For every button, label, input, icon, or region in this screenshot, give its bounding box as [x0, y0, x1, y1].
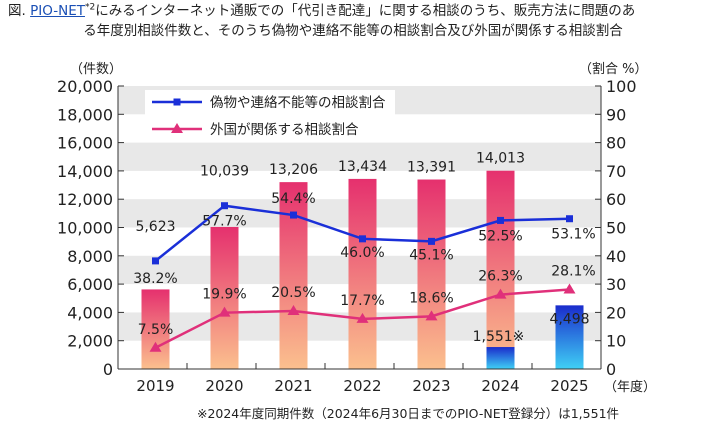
title-footnote-mark: *2: [84, 2, 96, 13]
x-tick-label: 2020: [205, 377, 243, 395]
left-tick-label: 8,000: [67, 247, 113, 266]
series-label: 17.7%: [340, 293, 384, 309]
series-label: 46.0%: [340, 245, 384, 261]
right-tick-label: 70: [606, 162, 626, 181]
right-tick-label: 60: [606, 190, 626, 209]
bar-2019: [141, 289, 170, 369]
series-marker: [287, 304, 300, 315]
pio-net-link[interactable]: PIO-NET: [30, 3, 85, 19]
left-tick-label: 14,000: [57, 162, 113, 181]
series-label: 28.1%: [551, 263, 595, 279]
series-marker: [563, 283, 576, 294]
right-tick-label: 40: [606, 247, 626, 266]
bar-label: 5,623: [135, 219, 175, 235]
right-tick-label: 20: [606, 303, 626, 322]
series-label: 20.5%: [271, 285, 315, 301]
right-axis-label: （割合 %）: [579, 61, 648, 77]
figure-title: 図. PIO-NET*2にみるインターネット通販での「代引き配達」に関する相談の…: [8, 1, 698, 41]
right-tick-label: 90: [606, 105, 626, 124]
left-tick-label: 10,000: [57, 219, 113, 238]
series-marker: [356, 312, 369, 323]
title-line1: にみるインターネット通販での「代引き配達」に関する相談のうち、販売方法に問題のあ: [95, 3, 636, 19]
legend-label: 外国が関係する相談割合: [210, 121, 359, 138]
series-marker: [497, 216, 504, 224]
x-tick-label: 2021: [274, 377, 312, 395]
x-tick-label: 2022: [343, 377, 381, 395]
series-label: 52.5%: [478, 228, 522, 244]
grid-band: [118, 142, 601, 171]
x-tick-label: 2025: [550, 377, 588, 395]
series-marker: [428, 237, 435, 245]
x-tick-label: 2024: [481, 377, 519, 395]
right-tick-label: 50: [606, 219, 626, 238]
bar-label: 10,039: [200, 164, 249, 180]
right-tick-label: 80: [606, 134, 626, 153]
series-marker: [149, 341, 162, 352]
series-label: 19.9%: [202, 287, 246, 303]
bar-label: 13,391: [407, 160, 456, 176]
left-tick-label: 18,000: [57, 105, 113, 124]
footnote: ※2024年度同期件数（2024年6月30日までのPIO-NET登録分）は1,5…: [197, 406, 619, 421]
right-tick-label: 0: [606, 360, 616, 379]
partial-bar-2025: [555, 305, 584, 369]
series-label: 18.6%: [409, 290, 453, 306]
partial-bar-2024: [486, 347, 515, 369]
series-label: 57.7%: [202, 214, 246, 230]
series-label: 26.3%: [478, 269, 522, 285]
title-prefix: 図.: [8, 3, 26, 19]
legend-box: [145, 90, 395, 142]
series-label: 54.4%: [271, 191, 315, 207]
series-marker: [221, 202, 228, 210]
left-tick-label: 0: [103, 360, 113, 379]
bar-2020: [210, 226, 239, 369]
title-line2: る年度別相談件数と、そのうち偽物や連絡不能等の相談割合及び外国が関係する相談割合: [83, 23, 623, 39]
left-tick-label: 20,000: [57, 77, 113, 96]
series-marker: [218, 306, 231, 317]
series-label: 53.1%: [551, 227, 595, 243]
left-tick-label: 16,000: [57, 134, 113, 153]
bar-2022: [348, 178, 377, 369]
bar-2021: [279, 182, 308, 369]
legend-label: 偽物や連絡不能等の相談割合: [210, 94, 386, 111]
x-tick-label: 2019: [136, 377, 174, 395]
series-marker: [152, 257, 159, 265]
series-marker: [566, 215, 573, 223]
x-axis-label: （年度）: [604, 379, 656, 395]
x-tick-label: 2023: [412, 377, 450, 395]
right-tick-label: 100: [606, 77, 637, 96]
bar-2024: [486, 170, 515, 369]
bar-label: 13,434: [338, 159, 387, 175]
left-tick-label: 6,000: [67, 275, 113, 294]
series-marker: [425, 310, 438, 321]
left-tick-label: 12,000: [57, 190, 113, 209]
partial-bar-label: 1,551※: [473, 329, 525, 345]
right-tick-label: 10: [606, 332, 626, 351]
series-marker: [359, 235, 366, 243]
bar-label: 13,206: [269, 162, 318, 178]
legend-marker: [171, 123, 183, 133]
left-axis-label: （件数）: [70, 62, 122, 77]
series-label: 45.1%: [409, 247, 453, 263]
left-tick-label: 4,000: [67, 303, 113, 322]
series-marker: [290, 211, 297, 219]
title-first-line: 図. PIO-NET*2にみるインターネット通販での「代引き配達」に関する相談の…: [8, 1, 698, 21]
bar-2023: [417, 179, 446, 369]
right-tick-label: 30: [606, 275, 626, 294]
bar-label: 14,013: [476, 151, 525, 167]
partial-bar-label: 4,498: [549, 311, 589, 327]
left-tick-label: 2,000: [67, 332, 113, 351]
legend-marker: [173, 98, 181, 106]
series-marker: [494, 288, 507, 299]
series-label: 7.5%: [138, 322, 174, 338]
series-label: 38.2%: [133, 271, 177, 287]
